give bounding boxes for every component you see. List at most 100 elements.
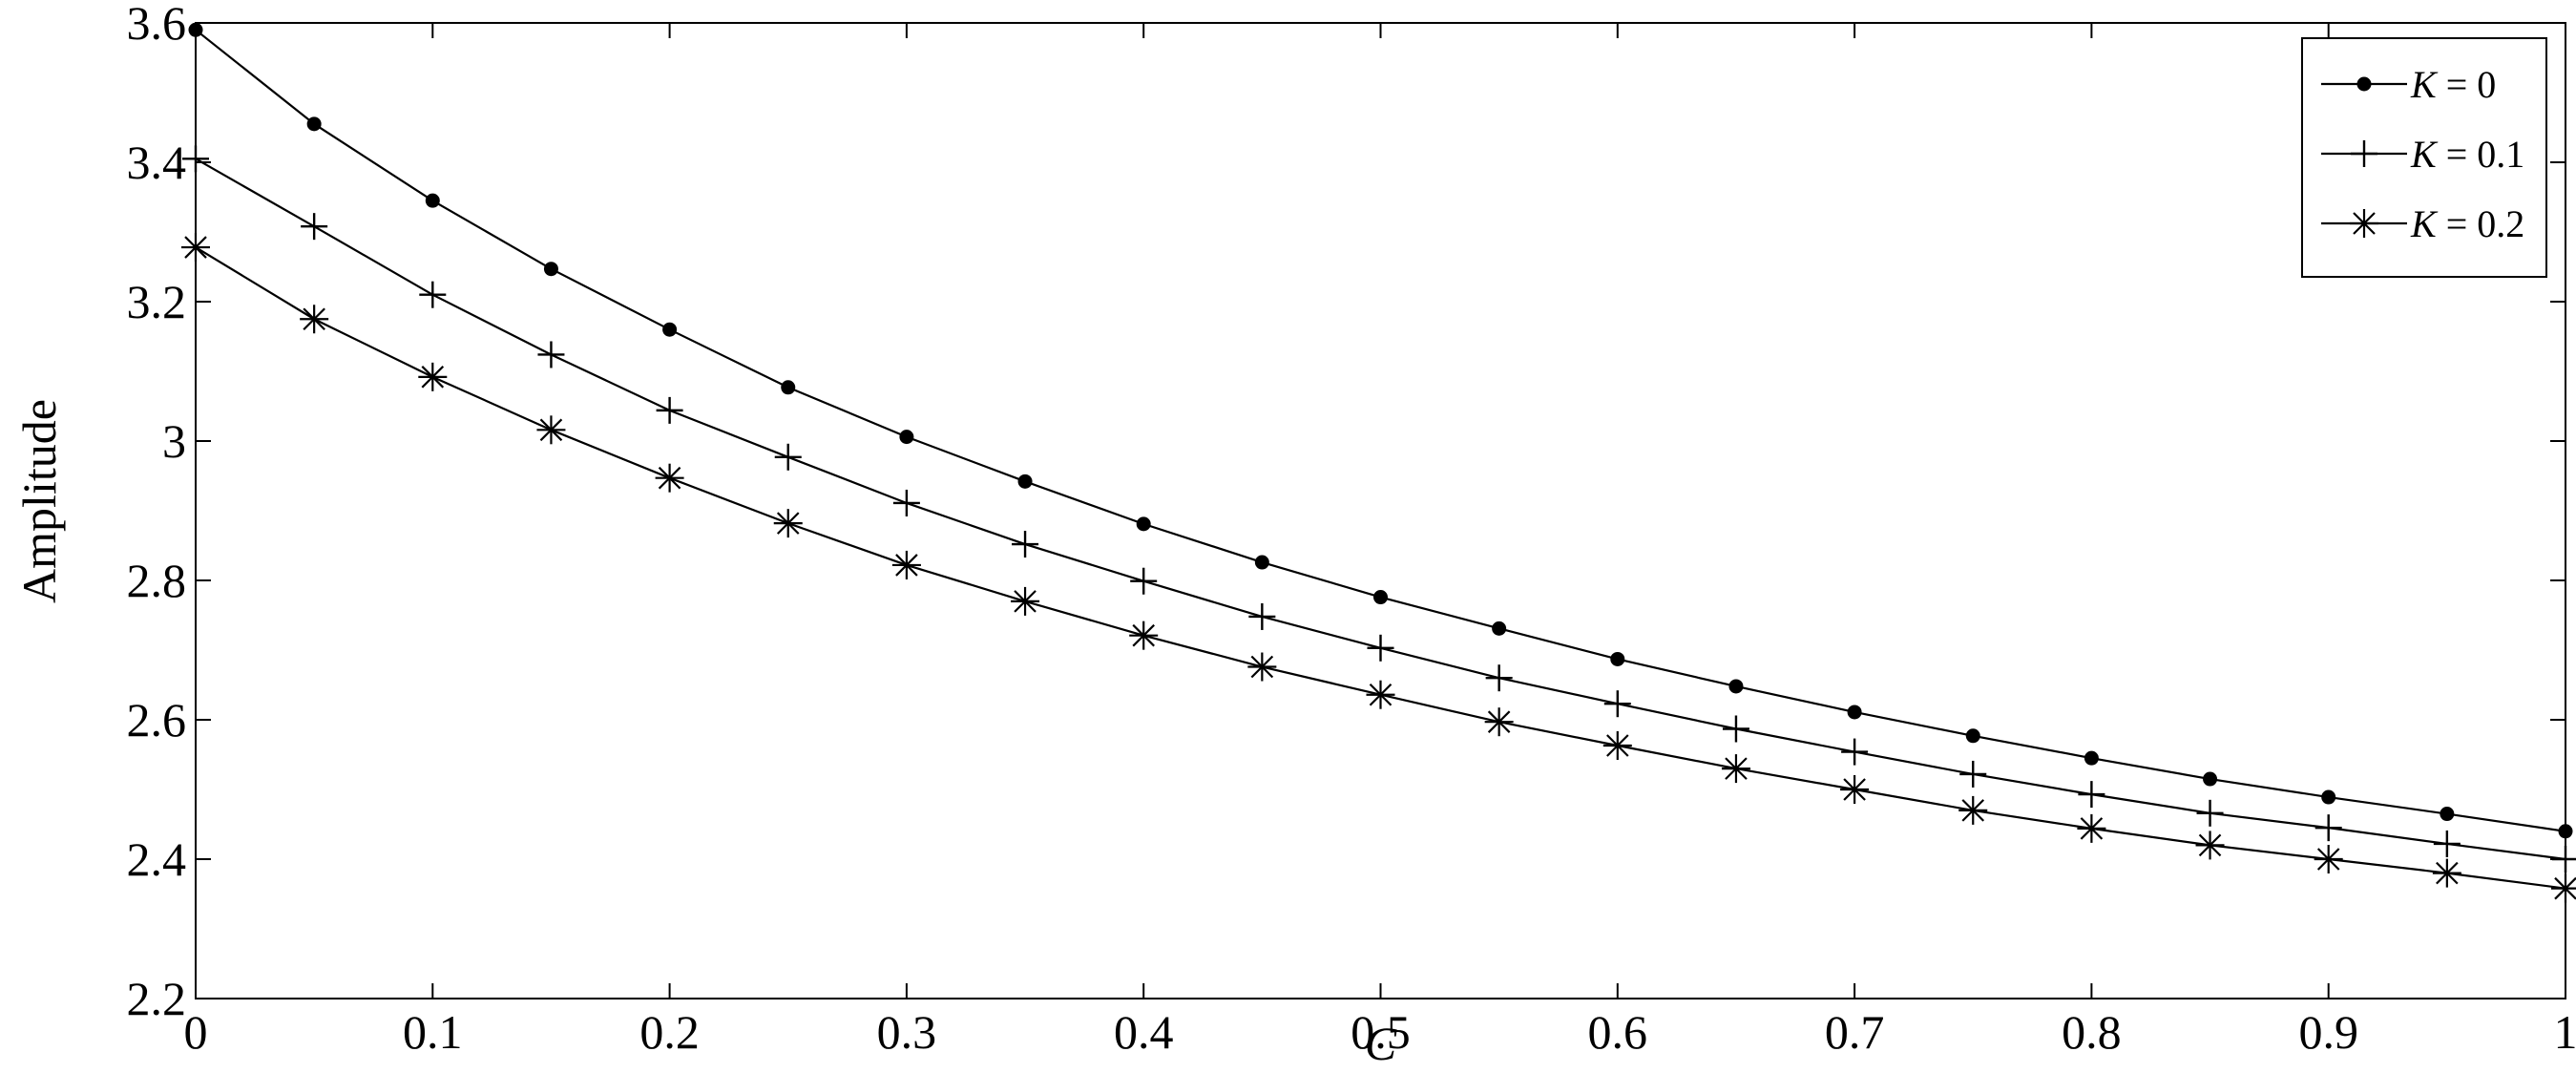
legend-entry: K = 0 — [2321, 63, 2496, 106]
data-point-marker — [781, 380, 796, 395]
data-point-marker — [655, 463, 684, 493]
legend-label-variable: K — [2410, 133, 2439, 176]
data-point-marker — [892, 489, 920, 516]
data-point-marker — [418, 362, 448, 391]
x-tick-label: 0.8 — [2062, 1005, 2122, 1059]
data-point-marker — [543, 262, 558, 277]
legend-label-variable: K — [2410, 63, 2439, 106]
data-point-marker — [1728, 679, 1744, 694]
data-point-marker — [662, 322, 678, 337]
x-tick-label: 0 — [184, 1005, 208, 1059]
data-point-marker — [1484, 707, 1514, 737]
legend-box — [2301, 37, 2547, 278]
legend-label: K = 0 — [2410, 63, 2496, 106]
data-point-marker — [656, 396, 683, 424]
data-point-marker — [2314, 845, 2343, 873]
data-point-marker — [1248, 602, 1276, 630]
y-tick-label: 3.4 — [127, 136, 187, 189]
x-tick-label: 0.9 — [2298, 1005, 2358, 1059]
x-axis-tick-labels: 0 0.1 0.2 0.3 0.4 0.5 0.6 0.7 0.8 0.9 1 — [184, 1005, 2576, 1059]
data-point-marker — [1965, 728, 1980, 744]
data-point-marker — [1136, 516, 1151, 532]
data-point-marker — [2314, 814, 2342, 842]
legend-marker — [2356, 76, 2372, 92]
data-point-marker — [536, 415, 566, 445]
x-tick-label: 0.4 — [1114, 1005, 1174, 1059]
data-point-marker — [301, 213, 328, 241]
data-point-marker — [1011, 586, 1040, 616]
y-tick-label: 3.6 — [127, 0, 187, 50]
data-point-marker — [1012, 531, 1039, 558]
y-tick-label: 2.6 — [127, 693, 187, 747]
data-point-marker — [1492, 621, 1507, 636]
data-point-marker — [1721, 754, 1750, 784]
data-point-marker — [1841, 738, 1869, 766]
data-point-marker — [306, 116, 322, 132]
y-tick-label: 2.4 — [127, 832, 187, 886]
legend: K = 0K = 0.1K = 0.2 — [2301, 37, 2547, 278]
data-point-marker — [2433, 830, 2461, 857]
data-point-marker — [2196, 799, 2224, 827]
data-point-marker — [1017, 473, 1033, 489]
data-point-marker — [425, 193, 440, 208]
data-point-marker — [2203, 771, 2218, 787]
data-point-marker — [1485, 664, 1513, 692]
data-point-marker — [1373, 590, 1388, 605]
data-point-marker — [2321, 789, 2336, 805]
legend-marker — [2350, 209, 2378, 238]
data-point-marker — [899, 430, 914, 445]
data-point-marker — [1610, 651, 1625, 666]
data-point-marker — [2078, 781, 2105, 809]
data-point-marker — [2432, 858, 2461, 888]
axis-ticks — [195, 22, 2566, 999]
data-point-marker — [1722, 715, 1749, 743]
data-point-marker — [1958, 795, 1988, 825]
data-point-marker — [1130, 567, 1158, 595]
legend-label-value: = 0.2 — [2437, 202, 2525, 245]
data-point-marker — [1603, 690, 1631, 718]
legend-label-variable: K — [2410, 202, 2439, 245]
legend-label-value: = 0.1 — [2437, 133, 2525, 176]
data-point-marker — [419, 281, 447, 308]
series-markers — [181, 22, 2576, 903]
legend-label-value: = 0 — [2437, 63, 2497, 106]
data-point-marker — [1840, 775, 1870, 804]
x-tick-label: 0.7 — [1825, 1005, 1885, 1059]
legend-entry: K = 0.2 — [2321, 202, 2524, 245]
data-point-marker — [1247, 652, 1277, 682]
data-point-marker — [1847, 705, 1862, 720]
y-tick-label: 2.2 — [127, 972, 187, 1025]
x-tick-label: 0.1 — [403, 1005, 463, 1059]
data-point-marker — [2084, 750, 2099, 766]
y-axis-label: Amplitude — [12, 399, 66, 603]
y-axis-tick-labels: 2.2 2.4 2.6 2.8 3 3.2 3.4 3.6 — [127, 0, 187, 1025]
data-point-marker — [2077, 813, 2106, 843]
y-tick-label: 3 — [162, 414, 186, 468]
x-tick-label: 0.6 — [1588, 1005, 1648, 1059]
data-point-marker — [1129, 621, 1159, 650]
x-axis-label: C — [1365, 1017, 1397, 1070]
legend-marker — [2351, 140, 2377, 167]
legend-label: K = 0.1 — [2410, 133, 2524, 176]
data-point-marker — [300, 305, 329, 334]
data-point-marker — [1959, 760, 1987, 788]
x-tick-label: 1 — [2554, 1005, 2576, 1059]
data-point-marker — [537, 341, 565, 368]
legend-entry: K = 0.1 — [2321, 133, 2524, 176]
data-point-marker — [1367, 634, 1394, 662]
x-tick-label: 0.3 — [877, 1005, 937, 1059]
y-tick-label: 2.8 — [127, 554, 187, 607]
data-point-marker — [1254, 555, 1269, 570]
x-tick-label: 0.2 — [639, 1005, 700, 1059]
legend-label: K = 0.2 — [2410, 202, 2524, 245]
x-tick-label: 0.5 — [1351, 1005, 1411, 1059]
data-point-marker — [773, 509, 803, 538]
data-point-marker — [774, 443, 802, 471]
y-tick-label: 3.2 — [127, 275, 187, 328]
data-point-marker — [891, 550, 921, 579]
data-point-marker — [1366, 680, 1395, 709]
data-point-marker — [2440, 807, 2455, 822]
data-point-marker — [1602, 731, 1632, 761]
